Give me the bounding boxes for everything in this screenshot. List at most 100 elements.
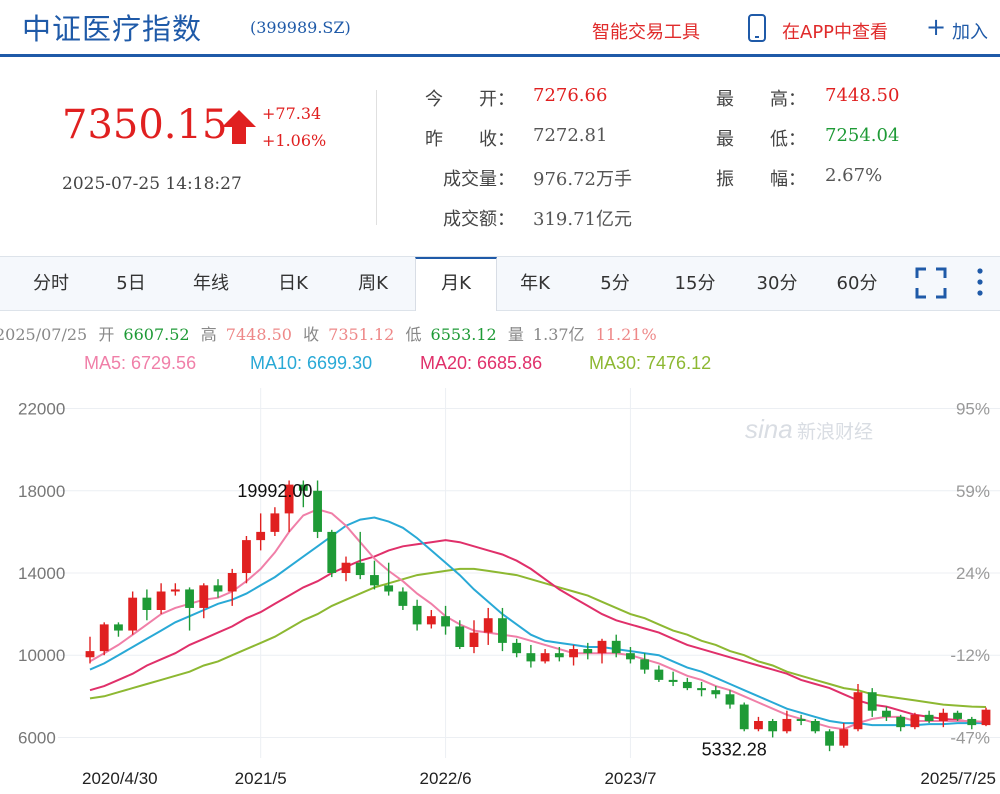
pct-tick-label: 95% — [956, 400, 990, 419]
tab-daily-k[interactable]: 日K — [278, 273, 308, 294]
ma5-legend: MA5: 6729.56 — [84, 353, 196, 373]
candle-body — [512, 642, 522, 654]
candle-body — [739, 704, 749, 730]
tab-60min[interactable]: 60分 — [836, 273, 878, 294]
candle-body — [910, 714, 920, 728]
amplitude-label: 振 幅： — [716, 169, 806, 190]
view-in-app-link[interactable]: 在APP中查看 — [782, 22, 889, 43]
open-value: 7276.66 — [533, 85, 608, 106]
pct-tick-label: 59% — [956, 482, 990, 501]
candle-body — [554, 653, 564, 658]
ma5-line — [89, 508, 987, 731]
candle-body — [327, 531, 337, 573]
candle-body — [156, 591, 166, 610]
candle-body — [213, 585, 223, 592]
y-tick-label: 6000 — [18, 728, 56, 747]
info-low: 6553.12 — [431, 325, 497, 344]
tab-yearly-k[interactable]: 年K — [520, 273, 550, 294]
candlestick-chart[interactable]: 2025/07/25 开 6607.52 高 7448.50 收 7351.12… — [0, 318, 1000, 794]
tab-intraday[interactable]: 分时 — [33, 273, 69, 294]
tab-15min[interactable]: 15分 — [674, 273, 716, 294]
candle-body — [256, 531, 266, 541]
candle-body — [85, 651, 95, 658]
volume-value: 976.72万手 — [533, 169, 632, 190]
candle-body — [412, 605, 422, 625]
candle-body — [697, 688, 706, 691]
high-label: 最 高： — [716, 89, 806, 110]
candle-body — [569, 649, 578, 658]
candle-body — [114, 624, 123, 631]
info-pct: 11.21% — [596, 325, 657, 344]
candle-body — [455, 626, 465, 647]
pct-tick-label: -47% — [950, 728, 990, 747]
tab-monthly-k[interactable]: 月K — [415, 257, 497, 311]
candle-body — [953, 712, 962, 719]
low-label: 最 低： — [716, 129, 806, 150]
y-tick-label: 10000 — [18, 646, 65, 665]
price-change: +77.34 +1.06% — [262, 100, 326, 154]
x-tick-label: 2025/7/25 — [920, 769, 996, 788]
tab-year-line[interactable]: 年线 — [193, 273, 229, 294]
candle-body — [882, 710, 891, 717]
candle-body — [896, 716, 906, 728]
ma10-line — [89, 516, 986, 727]
candle-body — [540, 653, 550, 662]
candle-body — [284, 484, 294, 514]
tab-30min[interactable]: 30分 — [756, 273, 798, 294]
candle-body — [398, 591, 408, 606]
candle-body — [142, 597, 152, 610]
ma10-legend: MA10: 6699.30 — [250, 353, 372, 373]
period-tabs: 分时 5日 年线 日K 周K 月K 年K 5分 15分 30分 60分 — [0, 256, 1000, 311]
trading-tools-link[interactable]: 智能交易工具 — [592, 22, 700, 43]
amount-label: 成交额： — [443, 209, 515, 230]
tab-5day[interactable]: 5日 — [116, 273, 146, 294]
sina-watermark: sina — [745, 414, 793, 444]
page-header: 中证医疗指数 (399989.SZ) 智能交易工具 在APP中查看 + 加入 — [0, 0, 1000, 57]
volume-label: 成交量： — [443, 169, 515, 190]
change-percent: +1.06% — [262, 131, 327, 150]
candle-body — [967, 718, 977, 726]
candle-body — [170, 589, 180, 592]
plus-icon[interactable]: + — [926, 13, 947, 41]
x-tick-label: 2021/5 — [235, 769, 287, 788]
candle-body — [128, 597, 138, 631]
candle-body — [498, 618, 507, 643]
tab-5min[interactable]: 5分 — [600, 273, 630, 294]
quote-divider — [376, 90, 377, 225]
candle-body — [242, 540, 251, 573]
amplitude-value: 2.67% — [825, 165, 883, 186]
high-value: 7448.50 — [825, 85, 900, 106]
info-low-label: 低 — [405, 325, 421, 344]
y-tick-label: 14000 — [18, 564, 65, 583]
candle-body — [867, 692, 877, 711]
add-watchlist-link[interactable]: 加入 — [952, 22, 988, 43]
candle-body — [483, 618, 493, 633]
candle-body — [839, 729, 849, 746]
candle-body — [298, 484, 308, 491]
candle-body — [469, 632, 479, 647]
ma30-legend: MA30: 7476.12 — [589, 353, 711, 373]
tab-weekly-k[interactable]: 周K — [358, 273, 388, 294]
phone-icon — [748, 14, 766, 42]
candle-body — [725, 694, 735, 705]
pct-tick-label: -12% — [950, 646, 990, 665]
pct-tick-label: 24% — [956, 564, 990, 583]
info-volume: 1.37亿 — [533, 325, 585, 344]
current-price: 7350.15 — [62, 102, 228, 148]
prev-close-label: 昨 收： — [425, 129, 515, 150]
candle-body — [768, 721, 778, 732]
candle-body — [938, 712, 948, 721]
min-annotation: 5332.28 — [702, 739, 767, 759]
info-volume-label: 量 — [508, 325, 524, 344]
info-open: 6607.52 — [123, 325, 189, 344]
info-date: 2025/07/25 — [0, 325, 87, 344]
amount-value: 319.71亿元 — [533, 209, 632, 230]
more-icon[interactable] — [976, 267, 984, 299]
info-close: 7351.12 — [328, 325, 394, 344]
sina-watermark-text: 新浪财经 — [797, 421, 873, 443]
low-value: 7254.04 — [825, 125, 900, 146]
fullscreen-icon[interactable] — [915, 267, 947, 299]
x-tick-label: 2023/7 — [604, 769, 656, 788]
candle-body — [796, 718, 806, 721]
candle-body — [227, 573, 237, 592]
